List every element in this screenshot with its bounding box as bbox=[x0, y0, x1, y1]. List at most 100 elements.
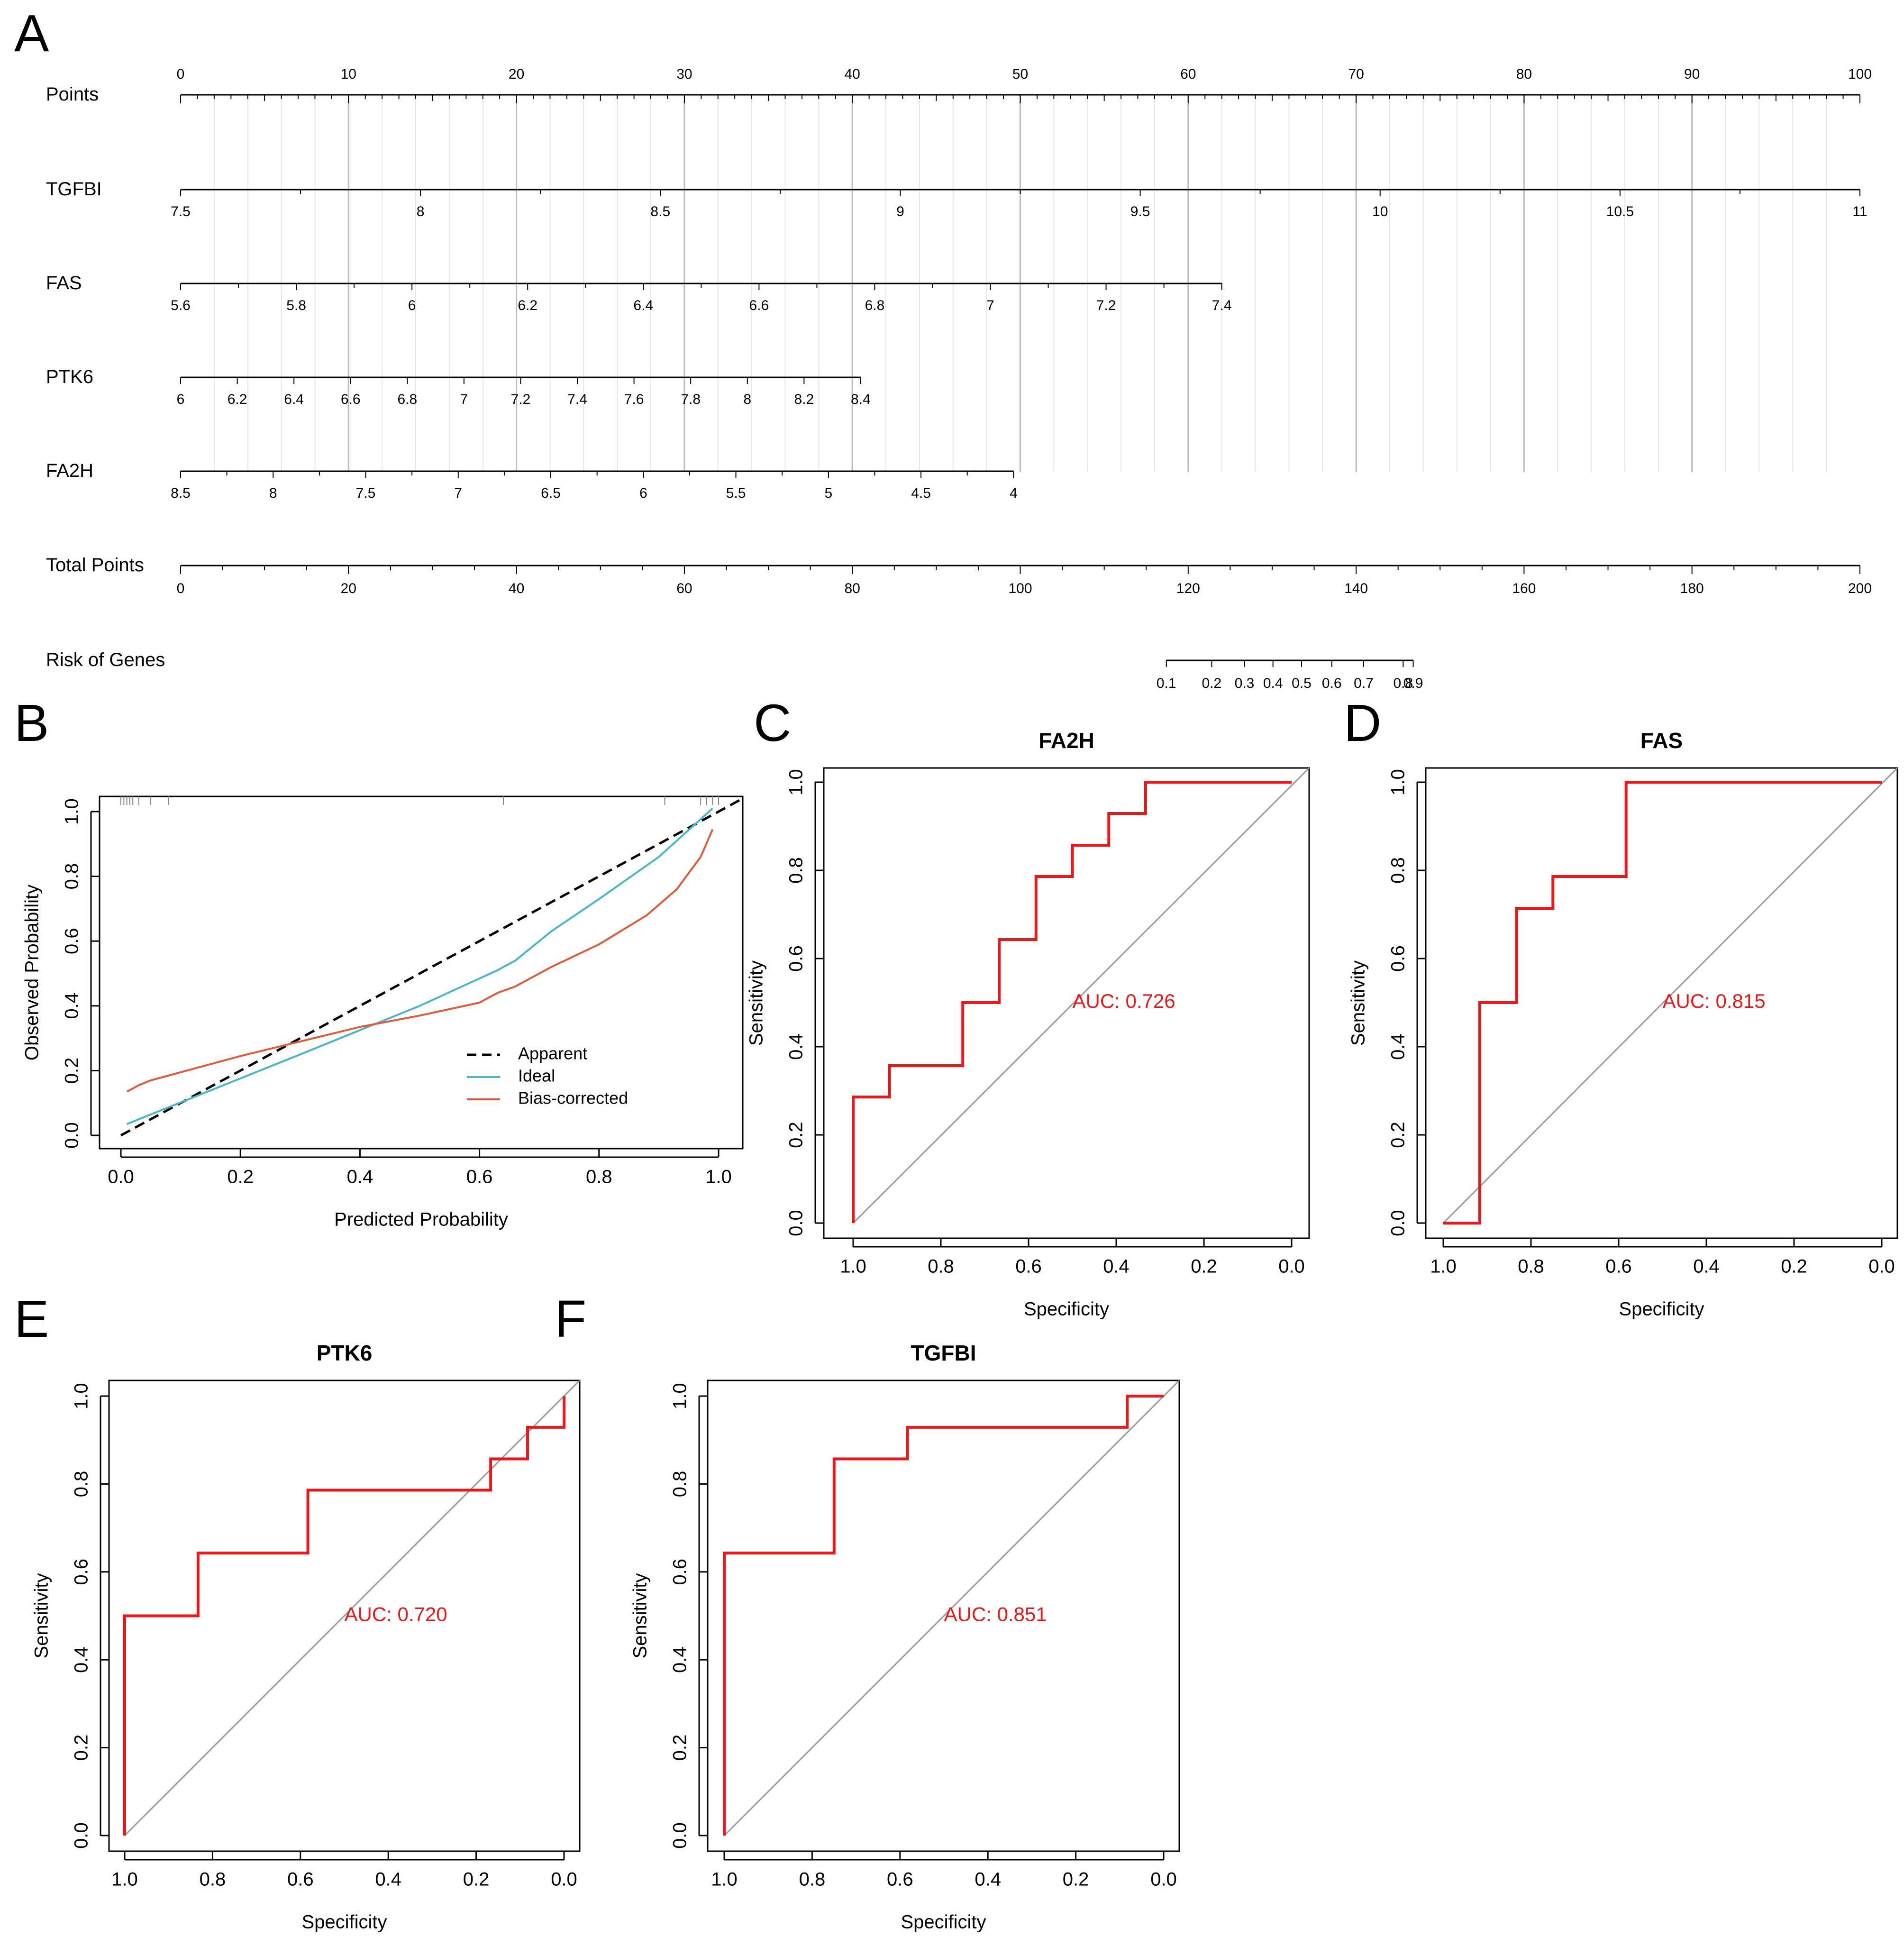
y-tick-label: 0.4 bbox=[786, 1033, 807, 1060]
legend-label: Bias-corrected bbox=[518, 1088, 628, 1108]
diagonal-reference-line bbox=[852, 767, 1310, 1224]
y-axis: 0.0 0.2 0.4 0.6 0.8 1.0 bbox=[670, 1383, 708, 1849]
panel-f-roc-tgfbi: F 1.0 0.8 0.6 0.4 0.2 0.0 0.0 0.2 0.4 0.6 0.8 1.0 Spe… bbox=[555, 1290, 1180, 1933]
x-tick-label: 0.4 bbox=[1103, 1256, 1130, 1277]
tick-label: 70 bbox=[1348, 66, 1364, 82]
panel-letter-a: A bbox=[14, 4, 49, 63]
y-tick-label: 0.0 bbox=[786, 1210, 807, 1236]
panel-letter-e: E bbox=[14, 1290, 49, 1348]
tick-label: 80 bbox=[1516, 66, 1532, 82]
tick-label: 160 bbox=[1512, 581, 1536, 596]
tick-label: 60 bbox=[676, 581, 692, 596]
x-tick-label: 1.0 bbox=[711, 1869, 738, 1890]
tick-label: 10 bbox=[1372, 204, 1388, 219]
x-tick-label: 0.8 bbox=[586, 1167, 612, 1188]
y-axis-title: Sensitivity bbox=[630, 1573, 651, 1658]
y-tick-label: 0.0 bbox=[62, 1122, 82, 1149]
x-tick-label: 0.8 bbox=[1518, 1256, 1544, 1277]
tick-label: 0.6 bbox=[1322, 676, 1342, 691]
auc-label: AUC: 0.815 bbox=[1663, 990, 1766, 1012]
tick-label: 10.5 bbox=[1606, 204, 1634, 219]
tick-label: 6.2 bbox=[228, 392, 247, 407]
tick-label: 8.5 bbox=[650, 204, 670, 219]
panel-letter-c: C bbox=[754, 694, 791, 752]
tick-label: 8.5 bbox=[171, 485, 191, 501]
tick-label: 120 bbox=[1176, 581, 1200, 596]
x-tick-label: 0.2 bbox=[1063, 1869, 1089, 1890]
auc-label: AUC: 0.851 bbox=[944, 1603, 1047, 1626]
y-tick-label: 0.6 bbox=[62, 928, 82, 954]
plot-frame bbox=[823, 767, 1310, 1239]
tick-label: 8 bbox=[743, 392, 751, 407]
row-label: Points bbox=[46, 84, 99, 105]
plot-frame bbox=[108, 1380, 581, 1852]
tick-label: 7.2 bbox=[1096, 298, 1116, 313]
x-axis-title: Specificity bbox=[1619, 1299, 1704, 1320]
tick-label: 180 bbox=[1680, 581, 1704, 596]
x-axis: 1.0 0.8 0.6 0.4 0.2 0.0 bbox=[111, 1851, 577, 1890]
y-tick-label: 0.4 bbox=[62, 993, 82, 1019]
y-axis-title: Observed Probability bbox=[22, 885, 43, 1060]
tick-label: 9.5 bbox=[1130, 204, 1150, 219]
tick-label: 7.6 bbox=[624, 392, 644, 407]
panel-letter-f: F bbox=[555, 1290, 586, 1348]
tick-label: 30 bbox=[676, 66, 692, 82]
x-tick-label: 0.0 bbox=[108, 1167, 134, 1188]
nomogram-row-points: Points 0 10 20 30 40 50 60 70 80 90 100 bbox=[46, 66, 1872, 105]
tick-label: 6.2 bbox=[518, 298, 537, 313]
roc-curve bbox=[852, 781, 1292, 1223]
legend-label: Apparent bbox=[518, 1044, 587, 1063]
tick-label: 5.6 bbox=[171, 298, 191, 313]
row-label: Total Points bbox=[46, 555, 144, 576]
tick-label: 20 bbox=[341, 581, 356, 596]
diagonal-reference-line bbox=[723, 1380, 1180, 1836]
y-tick-label: 0.6 bbox=[71, 1559, 92, 1585]
tick-label: 8.2 bbox=[794, 392, 814, 407]
y-axis-title: Sensitivity bbox=[746, 960, 767, 1046]
tick-label: 7.8 bbox=[681, 392, 701, 407]
tick-label: 8 bbox=[417, 204, 425, 219]
panel-d-roc-fas: D 1.0 0.8 0.6 0.4 0.2 0.0 0.0 0.2 0.4 0.6 0.8 1.0 Spe… bbox=[1344, 694, 1898, 1320]
plot-title: PTK6 bbox=[317, 1341, 373, 1365]
y-tick-label: 0.4 bbox=[1388, 1033, 1409, 1060]
tick-label: 8.4 bbox=[851, 392, 871, 407]
series-line-bias-corrected bbox=[126, 829, 714, 1093]
x-tick-label: 0.4 bbox=[347, 1167, 374, 1188]
diagonal-reference-line bbox=[124, 1380, 581, 1836]
y-tick-label: 0.2 bbox=[786, 1122, 807, 1148]
x-tick-label: 0.2 bbox=[227, 1167, 254, 1188]
row-label: FAS bbox=[46, 273, 82, 293]
y-tick-label: 0.8 bbox=[62, 863, 82, 890]
tick-label: 8 bbox=[269, 485, 277, 501]
y-tick-label: 0.4 bbox=[670, 1646, 691, 1673]
x-axis-title: Predicted Probability bbox=[334, 1209, 508, 1230]
tick-label: 60 bbox=[1180, 66, 1196, 82]
x-tick-label: 0.2 bbox=[1781, 1256, 1807, 1277]
tick-label: 100 bbox=[1008, 581, 1032, 596]
y-axis: 0.0 0.2 0.4 0.6 0.8 1.0 bbox=[71, 1383, 109, 1849]
x-tick-label: 0.0 bbox=[1278, 1256, 1305, 1277]
x-axis: 1.0 0.8 0.6 0.4 0.2 0.0 bbox=[1430, 1238, 1895, 1277]
y-tick-label: 0.8 bbox=[786, 857, 807, 884]
y-tick-label: 0.4 bbox=[71, 1646, 92, 1673]
tick-label: 6.6 bbox=[341, 392, 361, 407]
y-tick-label: 1.0 bbox=[1388, 769, 1409, 795]
tick-label: 6.8 bbox=[397, 392, 417, 407]
y-tick-label: 0.0 bbox=[1388, 1210, 1409, 1236]
tick-label: 0.8 bbox=[1393, 676, 1413, 691]
plot-frame bbox=[99, 795, 744, 1150]
tick-label: 80 bbox=[845, 581, 860, 596]
tick-label: 6 bbox=[639, 485, 647, 501]
x-tick-label: 0.0 bbox=[1150, 1869, 1177, 1890]
x-axis-title: Specificity bbox=[901, 1912, 986, 1933]
nomogram-row-ptk6: PTK6 6 6.2 6.4 6.6 6.8 7 7.2 7.4 7.6 7.8 8 8.2 8.4 bbox=[46, 366, 871, 407]
plot-frame bbox=[1425, 767, 1898, 1239]
y-tick-label: 0.2 bbox=[1388, 1122, 1409, 1148]
tick-label: 40 bbox=[509, 581, 524, 596]
panel-letter-d: D bbox=[1344, 694, 1381, 752]
panel-b-calibration: B 0.0 0.2 0.4 0.6 0.8 1.0 0.0 0.2 0.4 0.6 0.8 1.0 Pre… bbox=[14, 694, 744, 1230]
tick-label: 100 bbox=[1848, 66, 1872, 82]
tick-label: 7.4 bbox=[567, 392, 587, 407]
y-axis: 0.0 0.2 0.4 0.6 0.8 1.0 bbox=[1388, 769, 1426, 1236]
